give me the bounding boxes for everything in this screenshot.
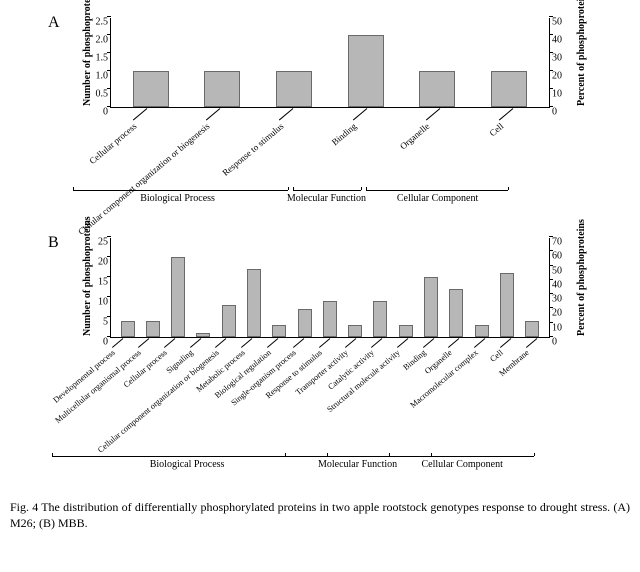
xlabel: Cellular component organization or bioge…: [76, 121, 211, 237]
ytick-right: 70: [552, 237, 562, 248]
group-label: Cellular Component: [422, 459, 503, 470]
panel-b-plot: 0510152025010203040506070: [110, 238, 550, 338]
group-label: Molecular Function: [287, 193, 366, 204]
bar: [171, 257, 185, 337]
panel-a-plot: 00.51.01.52.02.501020304050: [110, 18, 550, 108]
bar: [272, 325, 286, 337]
ytick-right: 20: [552, 71, 562, 82]
panel-a-ylabel-left: Number of phosphoproteins: [82, 0, 93, 106]
panel-b-chart: Number of phosphoproteins Percent of pho…: [110, 238, 550, 478]
ytick-right: 10: [552, 322, 562, 333]
bar: [323, 301, 337, 337]
ytick-right: 40: [552, 35, 562, 46]
panel-a: A Number of phosphoproteins Percent of p…: [10, 10, 630, 220]
group-label: Molecular Function: [318, 459, 397, 470]
ytick-right: 50: [552, 265, 562, 276]
panel-b-xlabels: Developmental processMulticellular organ…: [110, 338, 550, 478]
xlabel: Cellular process: [87, 121, 138, 166]
ytick-right: 10: [552, 89, 562, 100]
bar: [146, 321, 160, 337]
ytick-left: 25: [98, 237, 108, 248]
panel-b-ylabel-right: Percent of phosphoproteins: [576, 219, 587, 336]
group-label: Biological Process: [140, 193, 215, 204]
ytick-left: 0.5: [96, 89, 109, 100]
bar: [121, 321, 135, 337]
panel-b: B Number of phosphoproteins Percent of p…: [10, 230, 630, 490]
xlabel: Cell: [489, 348, 505, 364]
bar: [204, 71, 240, 107]
ytick-right: 30: [552, 53, 562, 64]
panel-b-label: B: [48, 234, 59, 252]
xlabel: Cellular component organization or bioge…: [96, 348, 221, 455]
panel-a-ylabel-right: Percent of phosphoproteins: [576, 0, 587, 106]
bar: [399, 325, 413, 337]
ytick-left: 2.5: [96, 17, 109, 28]
panel-b-ylabel-left: Number of phosphoproteins: [82, 216, 93, 336]
ytick-right: 60: [552, 251, 562, 262]
bar: [276, 71, 312, 107]
ytick-left: 1.5: [96, 53, 109, 64]
figure: A Number of phosphoproteins Percent of p…: [10, 10, 630, 531]
ytick-left: 15: [98, 277, 108, 288]
bar: [373, 301, 387, 337]
panel-a-chart: Number of phosphoproteins Percent of pho…: [110, 18, 550, 208]
bar: [419, 71, 455, 107]
bar: [491, 71, 527, 107]
ytick-right: 0: [552, 337, 557, 348]
ytick-left: 5: [103, 317, 108, 328]
bar: [449, 289, 463, 337]
bar: [298, 309, 312, 337]
ytick-left: 1.0: [96, 71, 109, 82]
bar: [475, 325, 489, 337]
ytick-right: 30: [552, 294, 562, 305]
figure-caption: Fig. 4 The distribution of differentiall…: [10, 500, 630, 531]
xlabel: Binding: [330, 121, 359, 147]
bar: [348, 35, 384, 107]
ytick-left: 10: [98, 297, 108, 308]
panel-a-label: A: [48, 14, 60, 32]
ytick-left: 0: [103, 337, 108, 348]
xlabel: Response to stimulus: [220, 121, 285, 178]
ytick-right: 50: [552, 17, 562, 28]
ytick-left: 2.0: [96, 35, 109, 46]
bar: [424, 277, 438, 337]
ytick-left: 20: [98, 257, 108, 268]
xlabel: Cell: [487, 121, 505, 138]
bar: [348, 325, 362, 337]
group-label: Cellular Component: [397, 193, 478, 204]
bar: [525, 321, 539, 337]
bar: [247, 269, 261, 337]
bar: [196, 333, 210, 337]
bar: [133, 71, 169, 107]
xlabel: Organelle: [398, 121, 431, 151]
group-label: Biological Process: [150, 459, 225, 470]
bar: [222, 305, 236, 337]
panel-a-xlabels: Cellular processCellular component organ…: [110, 108, 550, 208]
ytick-left: 0: [103, 107, 108, 118]
ytick-right: 40: [552, 279, 562, 290]
ytick-right: 20: [552, 308, 562, 319]
ytick-right: 0: [552, 107, 557, 118]
bar: [500, 273, 514, 337]
